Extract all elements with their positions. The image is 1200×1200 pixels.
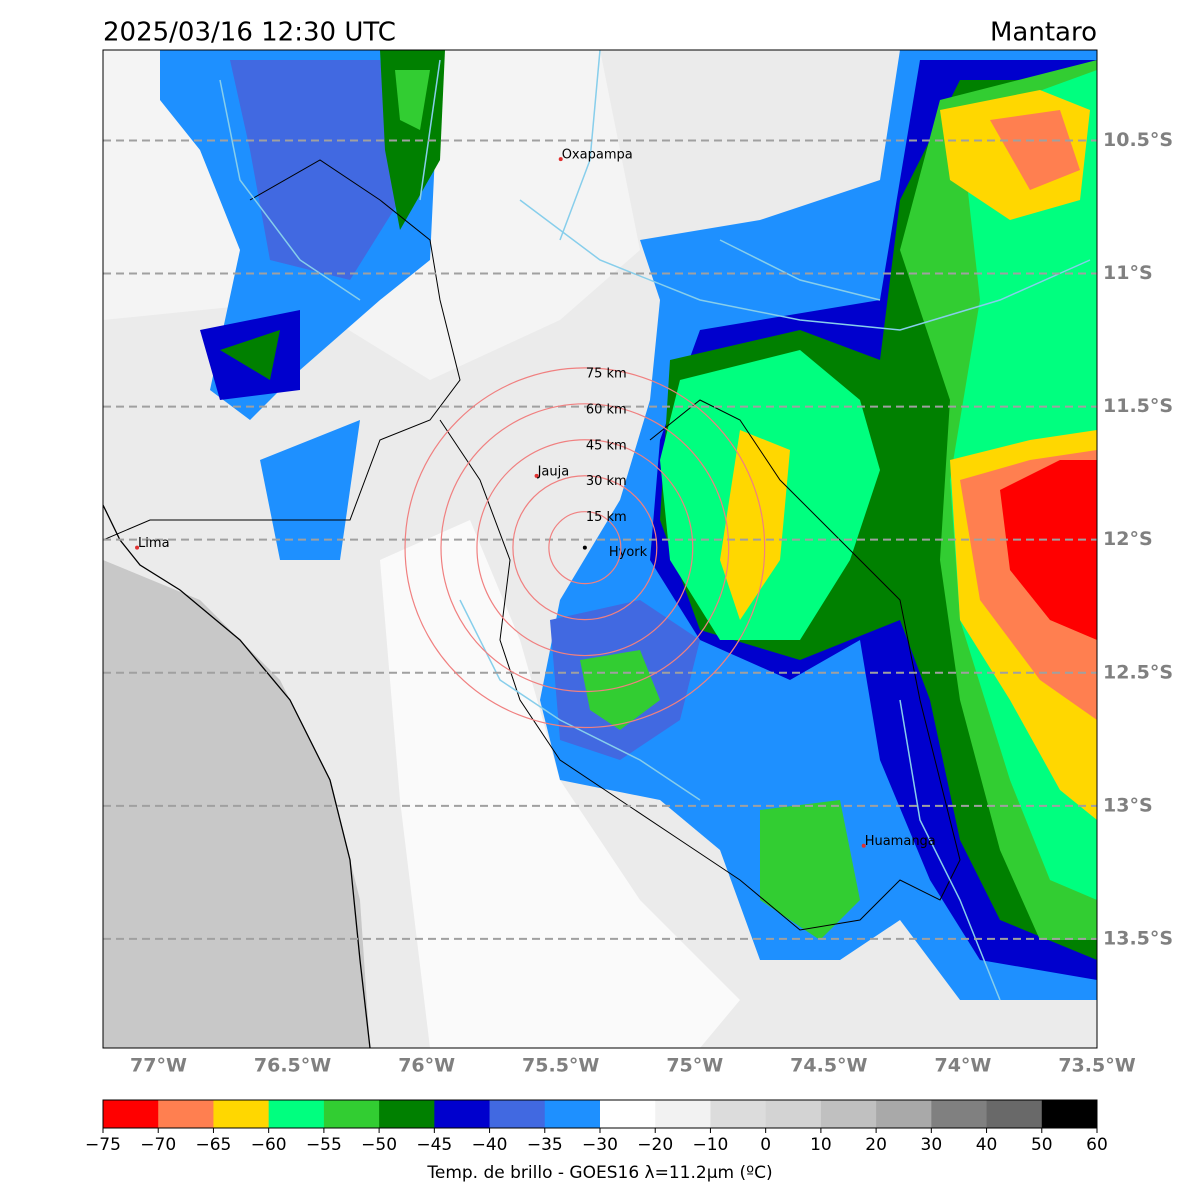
- lon-label: 76.5°W: [254, 1055, 331, 1077]
- colorbar-tick-label: −70: [140, 1135, 176, 1155]
- lat-label: 11°S: [1103, 262, 1153, 284]
- lon-label: 75°W: [666, 1055, 723, 1077]
- colorbar-segment: [103, 1100, 159, 1128]
- lat-label: 11.5°S: [1103, 395, 1173, 417]
- radar-marker: [582, 545, 587, 550]
- lat-label: 12.5°S: [1103, 661, 1173, 683]
- lon-label: 76°W: [398, 1055, 455, 1077]
- colorbar-tick-label: −35: [527, 1135, 563, 1155]
- colorbar-tick-label: −65: [195, 1135, 231, 1155]
- colorbar-tick-label: −60: [251, 1135, 287, 1155]
- colorbar-tick-label: −40: [472, 1135, 508, 1155]
- colorbar-segment: [434, 1100, 491, 1128]
- colorbar-tick-label: 20: [865, 1135, 887, 1155]
- colorbar-segment: [213, 1100, 270, 1128]
- colorbar-tick-label: 60: [1086, 1135, 1108, 1155]
- place-label: Lima: [138, 536, 169, 551]
- colorbar-segment: [489, 1100, 546, 1128]
- ring-label: 60 km: [586, 402, 627, 417]
- lon-label: 73.5°W: [1058, 1055, 1135, 1077]
- colorbar-segment: [544, 1100, 601, 1128]
- place-label: Oxapampa: [562, 148, 633, 163]
- lat-label: 10.5°S: [1103, 129, 1173, 151]
- colorbar-tick-label: −20: [637, 1135, 673, 1155]
- colorbar-segment: [600, 1100, 656, 1128]
- colorbar-tick-label: 30: [921, 1135, 943, 1155]
- colorbar-tick-label: 0: [760, 1135, 771, 1155]
- lat-label: 12°S: [1103, 528, 1153, 550]
- place-label: Huamanga: [865, 834, 936, 849]
- place-marker: [861, 843, 866, 848]
- colorbar-segment: [876, 1100, 932, 1128]
- lat-label: 13.5°S: [1103, 927, 1173, 949]
- colorbar-segment: [655, 1100, 711, 1128]
- colorbar-tick-label: −55: [306, 1135, 342, 1155]
- colorbar-segment: [379, 1100, 435, 1128]
- place-label: Jauja: [537, 464, 570, 479]
- colorbar-tick-label: −45: [416, 1135, 452, 1155]
- colorbar-tick-label: −30: [582, 1135, 618, 1155]
- satellite-image: [103, 50, 1097, 1048]
- region: Mantaro: [990, 18, 1097, 48]
- ring-label: 75 km: [586, 366, 627, 381]
- ring-label: 30 km: [586, 474, 627, 489]
- range-ring: [512, 475, 658, 621]
- radar-label: Hyork: [609, 545, 648, 560]
- colorbar-tick-label: −50: [361, 1135, 397, 1155]
- colorbar-segment: [820, 1100, 877, 1128]
- lon-label: 74°W: [934, 1055, 991, 1077]
- colorbar-segment: [765, 1100, 822, 1128]
- place-marker: [135, 545, 140, 550]
- lat-label: 13°S: [1103, 794, 1153, 816]
- range-ring: [440, 403, 730, 693]
- place-marker: [558, 157, 563, 162]
- title: 2025/03/16 12:30 UTC: [103, 18, 396, 48]
- colorbar-segment: [931, 1100, 988, 1128]
- colorbar-segment: [986, 1100, 1043, 1128]
- colorbar-tick-label: 40: [976, 1135, 998, 1155]
- colorbar-segment: [710, 1100, 767, 1128]
- colorbar-label: Temp. de brillo - GOES16 λ=11.2μm (ºC): [426, 1163, 772, 1183]
- colorbar-tick-label: 50: [1031, 1135, 1053, 1155]
- range-ring: [548, 511, 622, 585]
- ring-label: 45 km: [586, 438, 627, 453]
- colorbar-segment: [1041, 1100, 1098, 1128]
- overlay: Oxapampa Jauja Lima Huamanga Hyork 15 km 30 km…: [103, 139, 1097, 940]
- lon-label: 74.5°W: [790, 1055, 867, 1077]
- ring-label: 15 km: [586, 510, 627, 525]
- range-ring: [404, 367, 766, 729]
- colorbar-tick-label: −75: [85, 1135, 121, 1155]
- range-ring: [476, 439, 694, 657]
- colorbar-segment: [323, 1100, 380, 1128]
- colorbar-tick-label: −10: [692, 1135, 728, 1155]
- place-marker: [534, 473, 539, 478]
- lon-label: 77°W: [130, 1055, 187, 1077]
- map-frame: [102, 49, 1098, 1049]
- lon-label: 75.5°W: [522, 1055, 599, 1077]
- colorbar-segment: [268, 1100, 325, 1128]
- colorbar-tick-label: 10: [810, 1135, 832, 1155]
- colorbar-segment: [158, 1100, 214, 1128]
